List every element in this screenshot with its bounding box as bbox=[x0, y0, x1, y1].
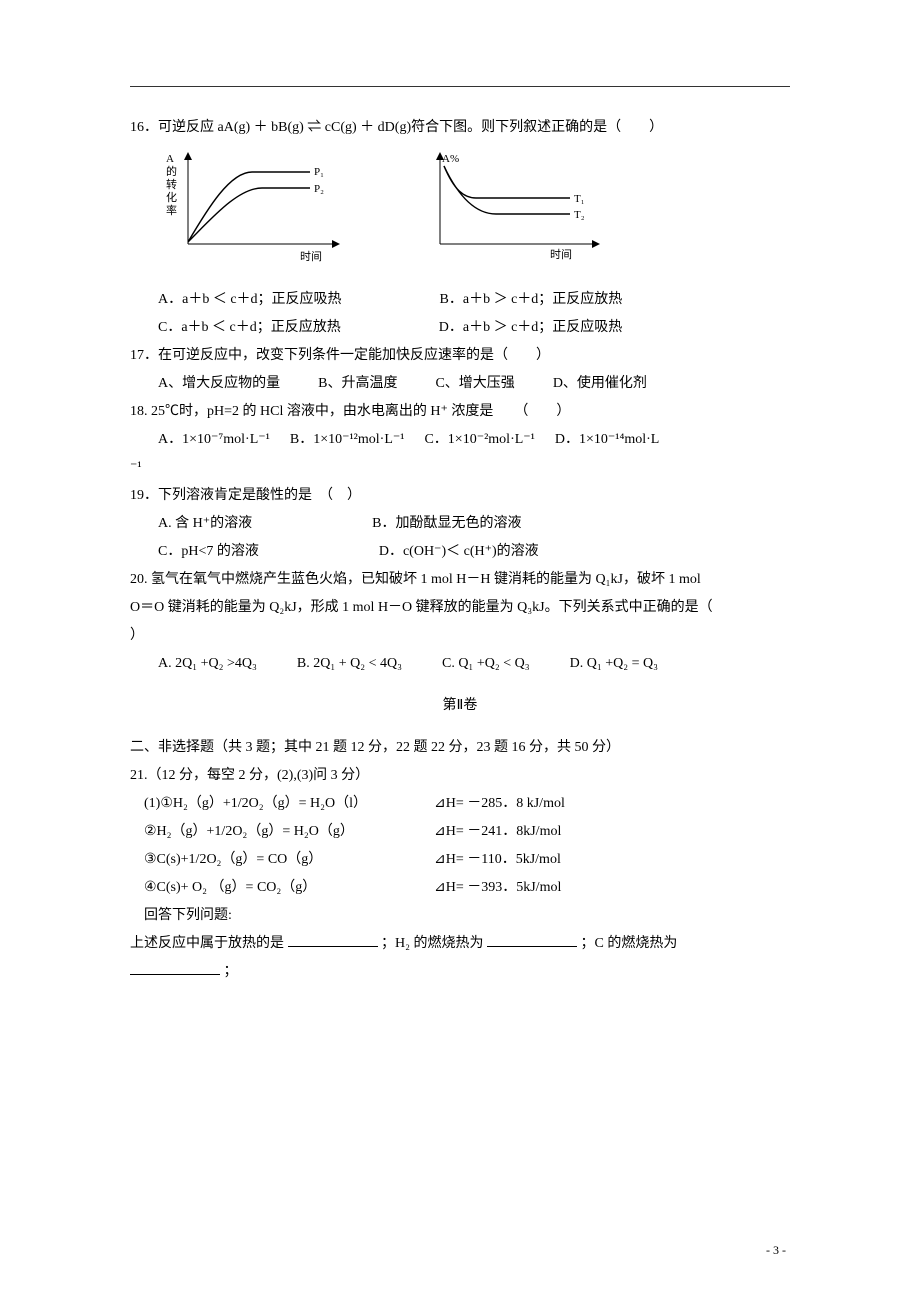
q21-fill-tail: ； bbox=[224, 964, 238, 979]
q21-fill-mid2: ；C 的燃烧热为 bbox=[581, 936, 678, 951]
q20-B: B. 2Q₁ + Q₂ < 4Q₃ bbox=[297, 650, 402, 678]
q18-D-tail: ⁻¹ bbox=[130, 454, 790, 482]
q16-B: B．a＋b ＞ c＋d；正反应放热 bbox=[440, 286, 623, 314]
q20-D: D. Q₁ +Q₂ = Q₃ bbox=[570, 650, 658, 678]
q20-C: C. Q₁ +Q₂ < Q₃ bbox=[442, 650, 530, 678]
q19-D: D．c(OH⁻)＜ c(H⁺)的溶液 bbox=[379, 538, 539, 566]
q17-D: D、使用催化剂 bbox=[553, 370, 647, 398]
q19-stem: 19．下列溶液肯定是酸性的是 （ ） bbox=[130, 482, 790, 510]
chart1-xlabel: 时间 bbox=[300, 250, 322, 263]
q18-options: A．1×10⁻⁷mol·L⁻¹ B．1×10⁻¹²mol·L⁻¹ C．1×10⁻… bbox=[130, 426, 790, 454]
chart1-label-p2: P₂ bbox=[314, 183, 324, 195]
q18-C: C．1×10⁻²mol·L⁻¹ bbox=[424, 426, 534, 454]
q16-A: A．a＋b ＜ c＋d；正反应吸热 bbox=[158, 286, 342, 314]
q20-stem-2: O＝O 键消耗的能量为 Q₂kJ，形成 1 mol H－O 键释放的能量为 Q₃… bbox=[130, 594, 790, 622]
q16-charts: A 的 转 化 率 P₁ P₂ 时间 bbox=[160, 148, 790, 268]
blank-1 bbox=[288, 933, 378, 947]
q19-A: A. 含 H⁺的溶液 bbox=[158, 510, 252, 538]
q20-options: A. 2Q₁ +Q₂ >4Q₃ B. 2Q₁ + Q₂ < 4Q₃ C. Q₁ … bbox=[130, 650, 790, 678]
q21-eq1-lhs: (1)①H₂（g）+1/2O₂（g）= H₂O（l） bbox=[144, 790, 434, 818]
q16-stem: 16．可逆反应 aA(g) ＋ bB(g) ⇌ cC(g) ＋ dD(g)符合下… bbox=[130, 114, 790, 142]
q17-stem: 17．在可逆反应中，改变下列条件一定能加快反应速率的是（ ） bbox=[130, 342, 790, 370]
q21-fill-mid1: ；H₂ 的燃烧热为 bbox=[381, 936, 484, 951]
q17-options: A、增大反应物的量 B、升高温度 C、增大压强 D、使用催化剂 bbox=[130, 370, 790, 398]
chart2-xlabel: 时间 bbox=[550, 248, 572, 261]
q19-B: B．加酚酞显无色的溶液 bbox=[372, 510, 521, 538]
q16-C: C．a＋b ＜ c＋d；正反应放热 bbox=[158, 314, 341, 342]
q21-head: 21.（12 分，每空 2 分，(2),(3)问 3 分） bbox=[130, 762, 790, 790]
q21-eq2-lhs: ②H₂（g）+1/2O₂（g）= H₂O（g） bbox=[144, 818, 434, 846]
blank-3 bbox=[130, 961, 220, 975]
q21-eq4-rhs: ⊿H= －393．5kJ/mol bbox=[434, 874, 561, 902]
q18-D-prefix: D．1×10⁻¹⁴mol·L bbox=[555, 426, 659, 454]
q21-eq3-lhs: ③C(s)+1/2O₂（g）= CO（g） bbox=[144, 846, 434, 874]
q17-C: C、增大压强 bbox=[435, 370, 514, 398]
chart2-label-t2: T₂ bbox=[574, 209, 585, 221]
chart2-label-t1: T₁ bbox=[574, 193, 585, 205]
q19-options: A. 含 H⁺的溶液 B．加酚酞显无色的溶液 C．pH<7 的溶液 D．c(OH… bbox=[130, 510, 790, 566]
q18-A: A．1×10⁻⁷mol·L⁻¹ bbox=[158, 426, 270, 454]
document-body: 16．可逆反应 aA(g) ＋ bB(g) ⇌ cC(g) ＋ dD(g)符合下… bbox=[130, 114, 790, 986]
q19-C: C．pH<7 的溶液 bbox=[158, 538, 259, 566]
q21-equations: (1)①H₂（g）+1/2O₂（g）= H₂O（l） ⊿H= －285．8 kJ… bbox=[130, 790, 790, 902]
q21-eq3-rhs: ⊿H= －110．5kJ/mol bbox=[434, 846, 561, 874]
part2-title: 第Ⅱ卷 bbox=[130, 692, 790, 720]
q18-stem: 18. 25℃时，pH=2 的 HCl 溶液中，由水电离出的 H⁺ 浓度是 （ … bbox=[130, 398, 790, 426]
q21-fill-line-2: ； bbox=[130, 958, 790, 986]
q20-stem-3: ） bbox=[130, 622, 790, 650]
chart-p1p2: A 的 转 化 率 P₁ P₂ 时间 bbox=[160, 148, 360, 268]
q17-A: A、增大反应物的量 bbox=[158, 370, 280, 398]
q16-D: D．a＋b ＞ c＋d；正反应吸热 bbox=[439, 314, 623, 342]
chart1-label-p1: P₁ bbox=[314, 166, 324, 178]
q21-fill-pre: 上述反应中属于放热的是 bbox=[130, 936, 284, 951]
q20-A: A. 2Q₁ +Q₂ >4Q₃ bbox=[158, 650, 257, 678]
blank-2 bbox=[487, 933, 577, 947]
q21-eq1-rhs: ⊿H= －285．8 kJ/mol bbox=[434, 790, 565, 818]
q18-B: B．1×10⁻¹²mol·L⁻¹ bbox=[290, 426, 405, 454]
part2-desc: 二、非选择题（共 3 题；其中 21 题 12 分，22 题 22 分，23 题… bbox=[130, 734, 790, 762]
header-rule bbox=[130, 86, 790, 87]
chart2-ylabel: A% bbox=[442, 153, 459, 165]
q16-options: A．a＋b ＜ c＋d；正反应吸热 B．a＋b ＞ c＋d；正反应放热 C．a＋… bbox=[130, 286, 790, 342]
q21-eq4-lhs: ④C(s)+ O₂ （g）= CO₂（g） bbox=[144, 874, 434, 902]
q21-fill-line-1: 上述反应中属于放热的是 ；H₂ 的燃烧热为 ；C 的燃烧热为 bbox=[130, 930, 790, 958]
q21-answer-head: 回答下列问题: bbox=[130, 902, 790, 930]
q20-stem-1: 20. 氢气在氧气中燃烧产生蓝色火焰，已知破坏 1 mol H－H 键消耗的能量… bbox=[130, 566, 790, 594]
q17-B: B、升高温度 bbox=[318, 370, 397, 398]
q21-eq2-rhs: ⊿H= －241．8kJ/mol bbox=[434, 818, 561, 846]
chart-t1t2: A% T₁ T₂ 时间 bbox=[420, 148, 620, 268]
page-number: - 3 - bbox=[766, 1243, 786, 1258]
